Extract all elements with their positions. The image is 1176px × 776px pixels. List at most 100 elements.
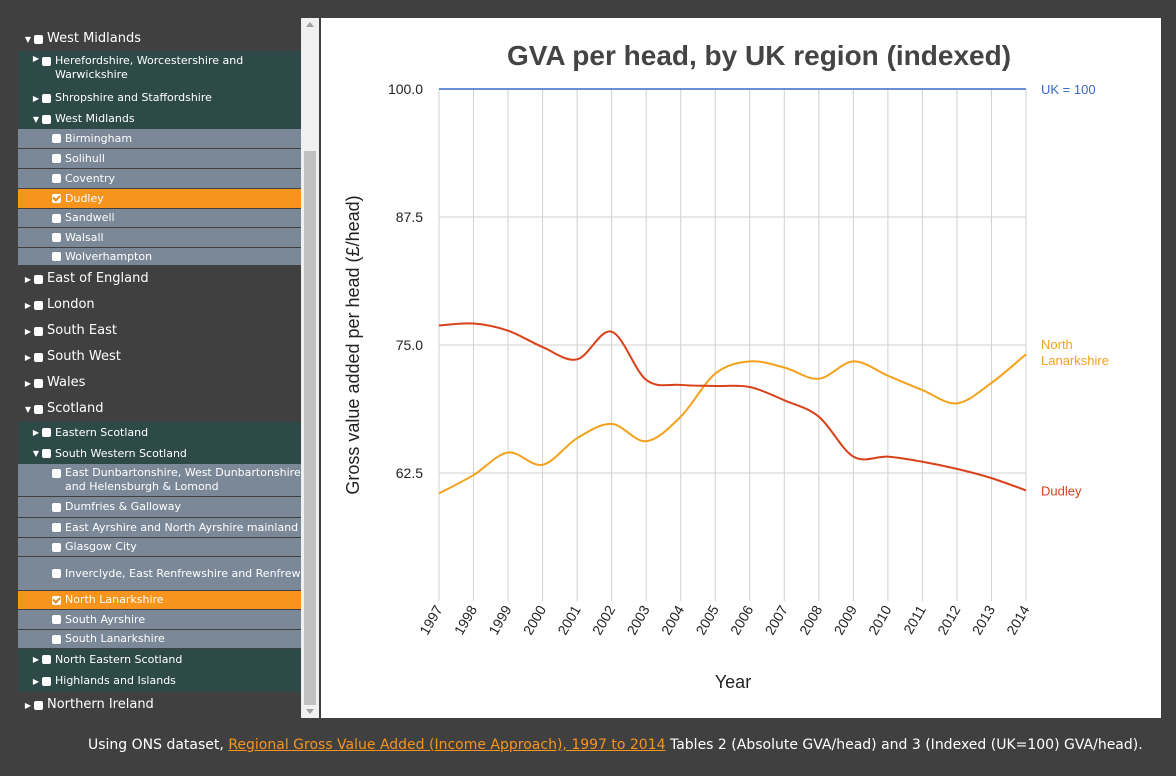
expand-down-icon[interactable]: ▼ bbox=[24, 404, 32, 414]
x-tick-label: 2008 bbox=[796, 602, 826, 637]
tree-item[interactable]: ▶ Eastern Scotland bbox=[18, 422, 301, 443]
scroll-up-arrow-icon[interactable] bbox=[306, 22, 314, 27]
scroll-down-arrow-icon[interactable] bbox=[306, 709, 314, 714]
region-checkbox[interactable] bbox=[34, 404, 43, 414]
tree-item[interactable]: North Lanarkshire bbox=[18, 591, 301, 609]
region-checkbox[interactable] bbox=[52, 615, 61, 624]
expand-right-icon[interactable]: ▶ bbox=[24, 326, 32, 336]
tree-item[interactable]: Dumfries & Galloway bbox=[18, 497, 301, 517]
region-checkbox[interactable] bbox=[52, 213, 61, 223]
expand-down-icon[interactable]: ▼ bbox=[32, 114, 40, 124]
tree-item[interactable]: ▶ North Eastern Scotland bbox=[18, 649, 301, 670]
region-checkbox[interactable] bbox=[42, 655, 51, 664]
tree-item-label: South West bbox=[47, 349, 121, 364]
tree-item[interactable]: Inverclyde, East Renfrewshire and Renfre… bbox=[18, 557, 301, 590]
legend-label: North Lanarkshire bbox=[1041, 337, 1109, 368]
tree-item[interactable]: ▶ London bbox=[18, 292, 301, 318]
tree-item-label: Sandwell bbox=[65, 211, 115, 224]
region-checkbox[interactable] bbox=[34, 326, 43, 336]
tree-item[interactable]: Glasgow City bbox=[18, 538, 301, 556]
legend-label: Dudley bbox=[1041, 483, 1082, 498]
tree-item[interactable]: ▼ West Midlands bbox=[18, 27, 301, 51]
expand-right-icon[interactable]: ▶ bbox=[32, 655, 40, 664]
region-checkbox[interactable] bbox=[42, 449, 51, 458]
tree-item[interactable]: Solihull bbox=[18, 149, 301, 168]
region-checkbox[interactable] bbox=[52, 174, 61, 183]
region-checkbox[interactable] bbox=[34, 352, 43, 362]
dataset-link[interactable]: Regional Gross Value Added (Income Appro… bbox=[228, 737, 666, 753]
tree-item[interactable]: ▶ Northern Ireland bbox=[18, 692, 301, 718]
x-tick-label: 2003 bbox=[623, 602, 653, 637]
region-checkbox[interactable] bbox=[42, 57, 51, 66]
tree-item[interactable]: Walsall bbox=[18, 228, 301, 247]
x-axis-label: Year bbox=[715, 672, 751, 692]
sidebar-scrollbar[interactable] bbox=[301, 18, 319, 718]
expand-down-icon[interactable]: ▼ bbox=[32, 449, 40, 458]
tree-item[interactable]: ▶ Herefordshire, Worcestershire and Warwi… bbox=[18, 51, 301, 87]
tree-item[interactable]: East Dunbartonshire, West Dunbartonshire… bbox=[18, 464, 301, 496]
chart-title: GVA per head, by UK region (indexed) bbox=[507, 40, 1011, 71]
region-checkbox[interactable] bbox=[52, 523, 61, 532]
y-tick-label: 62.5 bbox=[396, 465, 423, 481]
tree-item-label: Northern Ireland bbox=[47, 697, 154, 712]
expand-right-icon[interactable]: ▶ bbox=[32, 54, 40, 63]
region-checkbox[interactable] bbox=[52, 469, 61, 478]
tree-item[interactable]: ▶ South East bbox=[18, 318, 301, 344]
expand-right-icon[interactable]: ▶ bbox=[24, 378, 32, 388]
tree-item[interactable]: Dudley bbox=[18, 189, 301, 208]
tree-item[interactable]: ▶ Shropshire and Staffordshire bbox=[18, 87, 301, 109]
region-checkbox[interactable] bbox=[34, 700, 43, 710]
region-checkbox[interactable] bbox=[42, 428, 51, 437]
expand-right-icon[interactable]: ▶ bbox=[24, 274, 32, 284]
tree-item[interactable]: ▶ Wales bbox=[18, 370, 301, 396]
tree-item[interactable]: Sandwell bbox=[18, 209, 301, 227]
expand-down-icon[interactable]: ▼ bbox=[24, 34, 32, 44]
expand-right-icon[interactable]: ▶ bbox=[24, 352, 32, 362]
tree-item[interactable]: Coventry bbox=[18, 169, 301, 188]
legend-label: UK = 100 bbox=[1041, 82, 1096, 97]
region-checkbox[interactable] bbox=[34, 300, 43, 310]
tree-item-label: Shropshire and Staffordshire bbox=[55, 91, 212, 104]
region-checkbox[interactable] bbox=[42, 114, 51, 124]
y-axis-label: Gross value added per head (£/head) bbox=[343, 195, 363, 494]
tree-item[interactable]: ▼ South Western Scotland bbox=[18, 443, 301, 464]
region-checkbox[interactable] bbox=[52, 595, 61, 605]
tree-item[interactable]: Birmingham bbox=[18, 129, 301, 148]
region-checkbox[interactable] bbox=[52, 502, 61, 512]
tree-item[interactable]: ▼ West Midlands bbox=[18, 109, 301, 129]
region-checkbox[interactable] bbox=[34, 34, 43, 44]
expand-right-icon[interactable]: ▶ bbox=[32, 676, 40, 686]
expand-right-icon[interactable]: ▶ bbox=[24, 700, 32, 710]
tree-item[interactable]: South Ayrshire bbox=[18, 610, 301, 629]
region-checkbox[interactable] bbox=[52, 233, 61, 242]
tree-item-label: West Midlands bbox=[47, 31, 142, 46]
x-tick-label: 2006 bbox=[727, 602, 757, 637]
region-checkbox[interactable] bbox=[52, 634, 61, 644]
tree-item[interactable]: ▶ South West bbox=[18, 344, 301, 370]
tree-item[interactable]: Wolverhampton bbox=[18, 248, 301, 265]
region-checkbox[interactable] bbox=[52, 154, 61, 163]
region-checkbox[interactable] bbox=[52, 252, 61, 261]
region-checkbox[interactable] bbox=[34, 378, 43, 388]
region-checkbox[interactable] bbox=[52, 542, 61, 552]
scroll-thumb[interactable] bbox=[304, 151, 316, 705]
expand-right-icon[interactable]: ▶ bbox=[32, 93, 40, 103]
tree-item-label: Birmingham bbox=[65, 131, 133, 145]
tree-item-label: West Midlands bbox=[55, 112, 135, 125]
region-checkbox[interactable] bbox=[34, 274, 43, 284]
tree-item[interactable]: ▼ Scotland bbox=[18, 396, 301, 422]
expand-right-icon[interactable]: ▶ bbox=[24, 300, 32, 310]
region-checkbox[interactable] bbox=[52, 134, 61, 143]
tree-item[interactable]: ▶ Highlands and Islands bbox=[18, 670, 301, 692]
x-tick-label: 2014 bbox=[1003, 602, 1033, 637]
region-checkbox[interactable] bbox=[42, 93, 51, 103]
region-checkbox[interactable] bbox=[52, 194, 61, 203]
tree-item-label: Dumfries & Galloway bbox=[65, 500, 182, 513]
x-tick-label: 2001 bbox=[554, 602, 584, 637]
region-checkbox[interactable] bbox=[52, 569, 61, 578]
region-checkbox[interactable] bbox=[42, 676, 51, 686]
tree-item[interactable]: East Ayrshire and North Ayrshire mainlan… bbox=[18, 518, 301, 537]
expand-right-icon[interactable]: ▶ bbox=[32, 428, 40, 437]
tree-item[interactable]: ▶ East of England bbox=[18, 266, 301, 292]
tree-item[interactable]: South Lanarkshire bbox=[18, 630, 301, 648]
